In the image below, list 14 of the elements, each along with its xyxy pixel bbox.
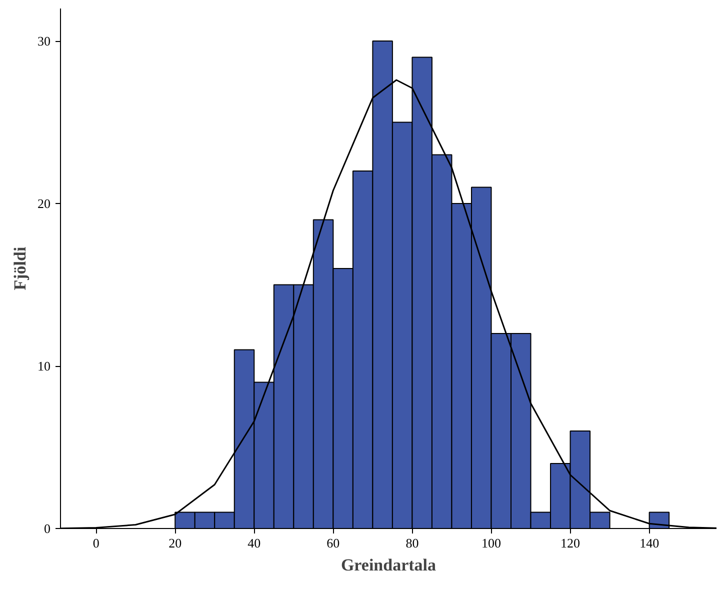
x-tick-label: 140 xyxy=(640,536,660,550)
y-axis-title: Fjöldi xyxy=(10,246,30,290)
x-tick-label: 120 xyxy=(560,536,580,550)
x-tick-label: 40 xyxy=(248,536,261,550)
x-tick-label: 0 xyxy=(92,536,100,550)
x-axis-title: Greindartala xyxy=(340,556,437,574)
y-tick-label: 20 xyxy=(38,196,50,211)
x-tick-label: 60 xyxy=(326,536,340,550)
y-tick-label: 30 xyxy=(38,34,50,48)
y-tick-label: 10 xyxy=(38,358,50,374)
y-tick-label: 0 xyxy=(44,521,50,536)
x-tick-label: 80 xyxy=(406,536,419,550)
x-tick-label: 20 xyxy=(168,536,182,550)
x-tick-label: 100 xyxy=(481,536,501,550)
